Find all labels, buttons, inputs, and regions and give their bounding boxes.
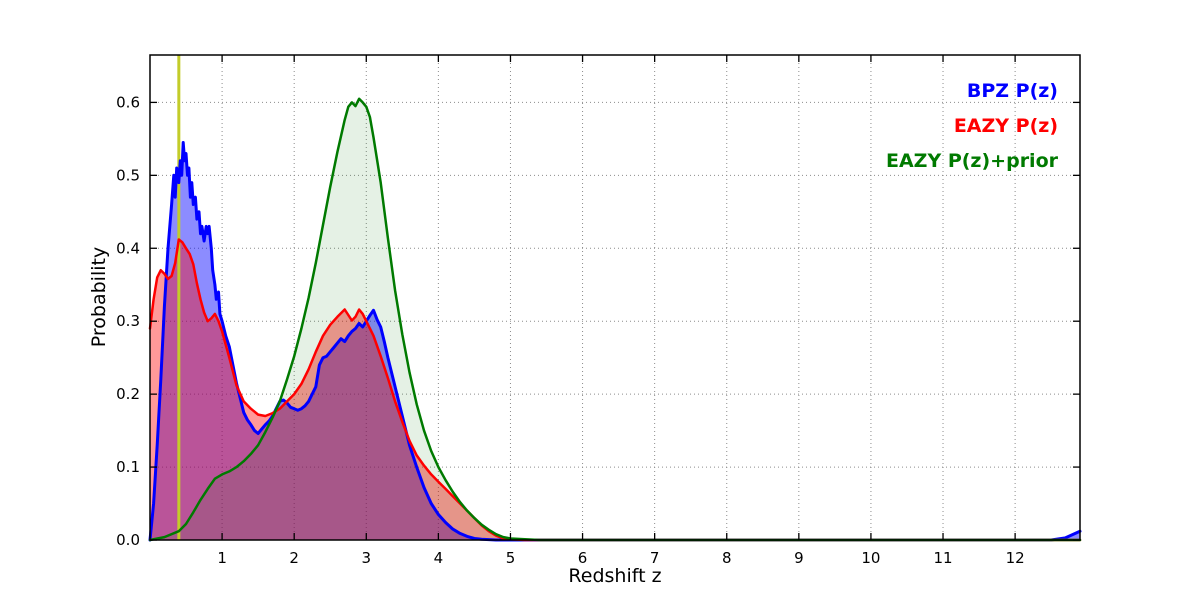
x-tick-label: 7 bbox=[650, 549, 660, 567]
series-eazy-prior-fill bbox=[150, 98, 1080, 541]
legend: BPZ P(z) EAZY P(z) EAZY P(z)+prior bbox=[886, 74, 1058, 179]
legend-item-eazy: EAZY P(z) bbox=[953, 115, 1058, 137]
x-tick-label: 2 bbox=[289, 549, 299, 567]
x-tick-label: 6 bbox=[578, 549, 588, 567]
y-tick-label: 0.1 bbox=[116, 458, 140, 476]
x-tick-label: 10 bbox=[861, 549, 880, 567]
x-tick-label: 12 bbox=[1006, 549, 1025, 567]
y-tick-label: 0.3 bbox=[116, 312, 140, 330]
axes-frame bbox=[149, 54, 1081, 541]
x-tick-label: 9 bbox=[794, 549, 804, 567]
x-tick-label: 8 bbox=[722, 549, 732, 567]
y-axis-label: Probability bbox=[88, 246, 110, 348]
x-tick-label: 4 bbox=[434, 549, 444, 567]
series-bpz-fill bbox=[150, 142, 1080, 540]
x-tick-label: 3 bbox=[362, 549, 372, 567]
y-tick-label: 0.6 bbox=[116, 93, 140, 111]
legend-item-eazy-prior: EAZY P(z)+prior bbox=[885, 150, 1058, 172]
series-eazy-prior-line bbox=[148, 97, 1082, 542]
series-eazy-fill bbox=[150, 239, 1080, 540]
x-tick-label: 5 bbox=[506, 549, 516, 567]
x-tick-label: 11 bbox=[933, 549, 952, 567]
legend-item-bpz: BPZ P(z) bbox=[966, 80, 1058, 102]
y-tick-label: 0.2 bbox=[116, 385, 140, 403]
y-tick-label: 0.0 bbox=[116, 531, 140, 549]
x-tick-label: 1 bbox=[217, 549, 227, 567]
x-axis-label: Redshift z bbox=[568, 565, 662, 587]
y-tick-label: 0.4 bbox=[116, 239, 140, 257]
y-tick-label: 0.5 bbox=[116, 166, 140, 184]
series-eazy-line bbox=[148, 238, 1082, 542]
